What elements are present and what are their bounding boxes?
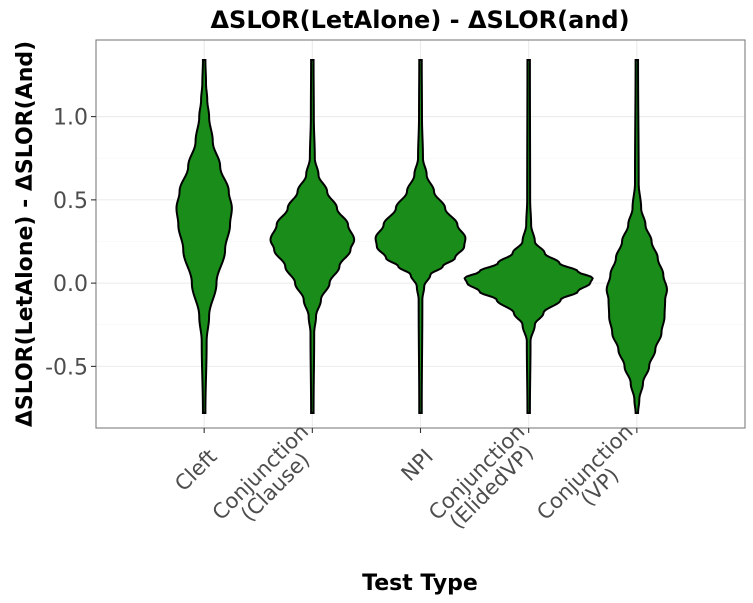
y-axis-title: ΔSLOR(LetAlone) - ΔSLOR(And)	[13, 41, 38, 427]
violin-npi	[374, 58, 467, 415]
y-tick-label: 0.5	[53, 189, 88, 214]
violin-conjunction-elidedvp	[463, 58, 594, 415]
y-tick-label: 0.0	[53, 272, 88, 297]
y-tick-label: 1.0	[53, 106, 88, 131]
chart-title: ΔSLOR(LetAlone) - ΔSLOR(and)	[210, 6, 629, 34]
x-axis-title: Test Type	[362, 571, 478, 596]
violin-conjunction-vp	[605, 58, 668, 415]
violins	[175, 58, 668, 415]
y-tick-label: -0.5	[45, 355, 88, 380]
violin-cleft	[175, 58, 233, 415]
violin-conjunction-clause	[269, 58, 356, 415]
